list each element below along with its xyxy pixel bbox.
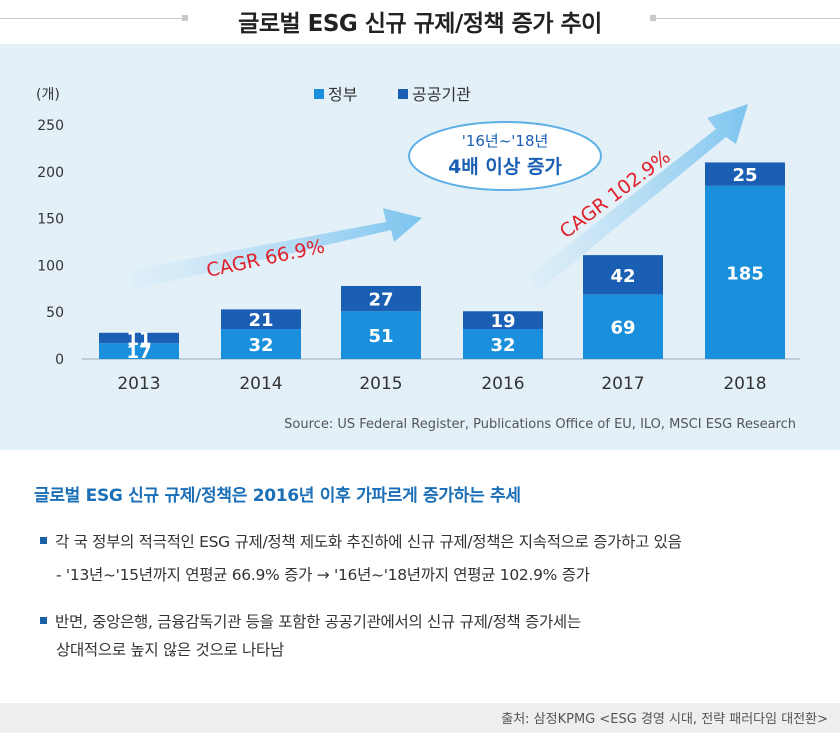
summary-title: 글로벌 ESG 신규 규제/정책은 2016년 이후 가파르게 증가하는 추세	[34, 486, 521, 506]
bar-segment-공공기관	[583, 255, 663, 295]
x-tick-label: 2014	[239, 374, 282, 394]
y-axis-label: (개)	[36, 87, 60, 103]
data-label: 185	[726, 263, 764, 284]
trend-arrows	[130, 104, 748, 290]
cagr-label: CAGR 66.9%	[204, 235, 326, 282]
bar-segment-정부	[221, 329, 301, 359]
x-tick-label: 2017	[601, 374, 644, 394]
bar-segment-공공기관	[221, 309, 301, 330]
data-label: 17	[126, 342, 151, 363]
chart-legend: 정부 공공기관	[314, 85, 471, 104]
legend-swatch	[314, 89, 324, 99]
callout-line-2: 4배 이상 증가	[448, 156, 562, 178]
summary-bullet-1-sub: - '13년~'15년까지 연평균 66.9% 증가 → '16년~'18년까지…	[56, 566, 590, 584]
title-bar: 글로벌 ESG 신규 규제/정책 증가 추이	[0, 0, 840, 44]
data-label: 42	[610, 266, 635, 287]
data-label: 32	[490, 335, 515, 356]
bar-segment-정부	[341, 311, 421, 359]
bar-segment-공공기관	[341, 285, 421, 312]
y-tick-label: 200	[37, 165, 64, 181]
bullet-square-icon	[40, 617, 47, 624]
legend-label: 정부	[328, 85, 357, 104]
data-label: 69	[610, 318, 635, 339]
title-rule-left	[0, 18, 182, 19]
callout-line-1: '16년~'18년	[462, 132, 549, 150]
data-label: 51	[368, 326, 393, 347]
legend-label: 공공기관	[412, 85, 471, 104]
y-tick-label: 150	[37, 212, 64, 228]
bullet-2-text: 반면, 중앙은행, 금융감독기관 등을 포함한 공공기관에서의 신규 규제/정책…	[55, 613, 581, 631]
y-tick-label: 0	[55, 352, 64, 368]
bar-segment-공공기관	[99, 332, 179, 344]
data-label: 25	[732, 165, 757, 186]
title-dot-right	[650, 15, 656, 21]
data-label: 11	[126, 329, 151, 350]
title-dot-left	[182, 15, 188, 21]
callout-bubble	[408, 121, 602, 191]
footnote: 출처: 삼정KPMG <ESG 경영 시대, 전략 패러다임 대전환>	[501, 712, 828, 727]
stacked-bar-chart: (개) 0 50 100 150 200 250 2013 2014 2015 2016 2017 20…	[36, 85, 800, 432]
x-tick-label: 2013	[117, 374, 160, 394]
bar-segment-정부	[463, 329, 543, 359]
x-tick-label: 2018	[723, 374, 766, 394]
chart-panel: (개) 0 50 100 150 200 250 2013 2014 2015 2016 2017 20…	[0, 44, 840, 450]
data-label: 21	[248, 310, 273, 331]
summary-bullet-1: 각 국 정부의 적극적인 ESG 규제/정책 제도화 추진하에 신규 규제/정책…	[40, 530, 682, 552]
y-tick-label: 50	[46, 305, 64, 321]
bar-segment-공공기관	[463, 311, 543, 330]
footer-strip	[0, 703, 840, 733]
bar-segment-정부	[583, 294, 663, 359]
y-tick-label: 100	[37, 258, 64, 274]
x-tick-label: 2015	[359, 374, 402, 394]
summary-bullet-2-cont: 상대적으로 높지 않은 것으로 나타남	[56, 641, 284, 659]
chart-axes: (개) 0 50 100 150 200 250 2013 2014 2015 2016 2017 20…	[36, 87, 800, 394]
bar-segment-정부	[99, 343, 179, 359]
data-label: 27	[368, 290, 393, 311]
bar-segment-정부	[705, 185, 785, 359]
summary-bullet-2: 반면, 중앙은행, 금융감독기관 등을 포함한 공공기관에서의 신규 규제/정책…	[40, 610, 581, 632]
x-tick-label: 2016	[481, 374, 524, 394]
title-rule-right	[656, 18, 840, 19]
chart-source: Source: US Federal Register, Publication…	[284, 417, 796, 432]
data-label: 32	[248, 335, 273, 356]
trend-arrow-2	[527, 104, 748, 290]
bullet-1-text: 각 국 정부의 적극적인 ESG 규제/정책 제도화 추진하에 신규 규제/정책…	[55, 533, 682, 551]
bar-segment-공공기관	[705, 162, 785, 186]
data-label: 19	[490, 311, 515, 332]
trend-arrow-1	[130, 208, 422, 290]
page-title: 글로벌 ESG 신규 규제/정책 증가 추이	[238, 11, 602, 37]
legend-swatch	[398, 89, 408, 99]
bullet-square-icon	[40, 537, 47, 544]
y-tick-label: 250	[37, 118, 64, 134]
